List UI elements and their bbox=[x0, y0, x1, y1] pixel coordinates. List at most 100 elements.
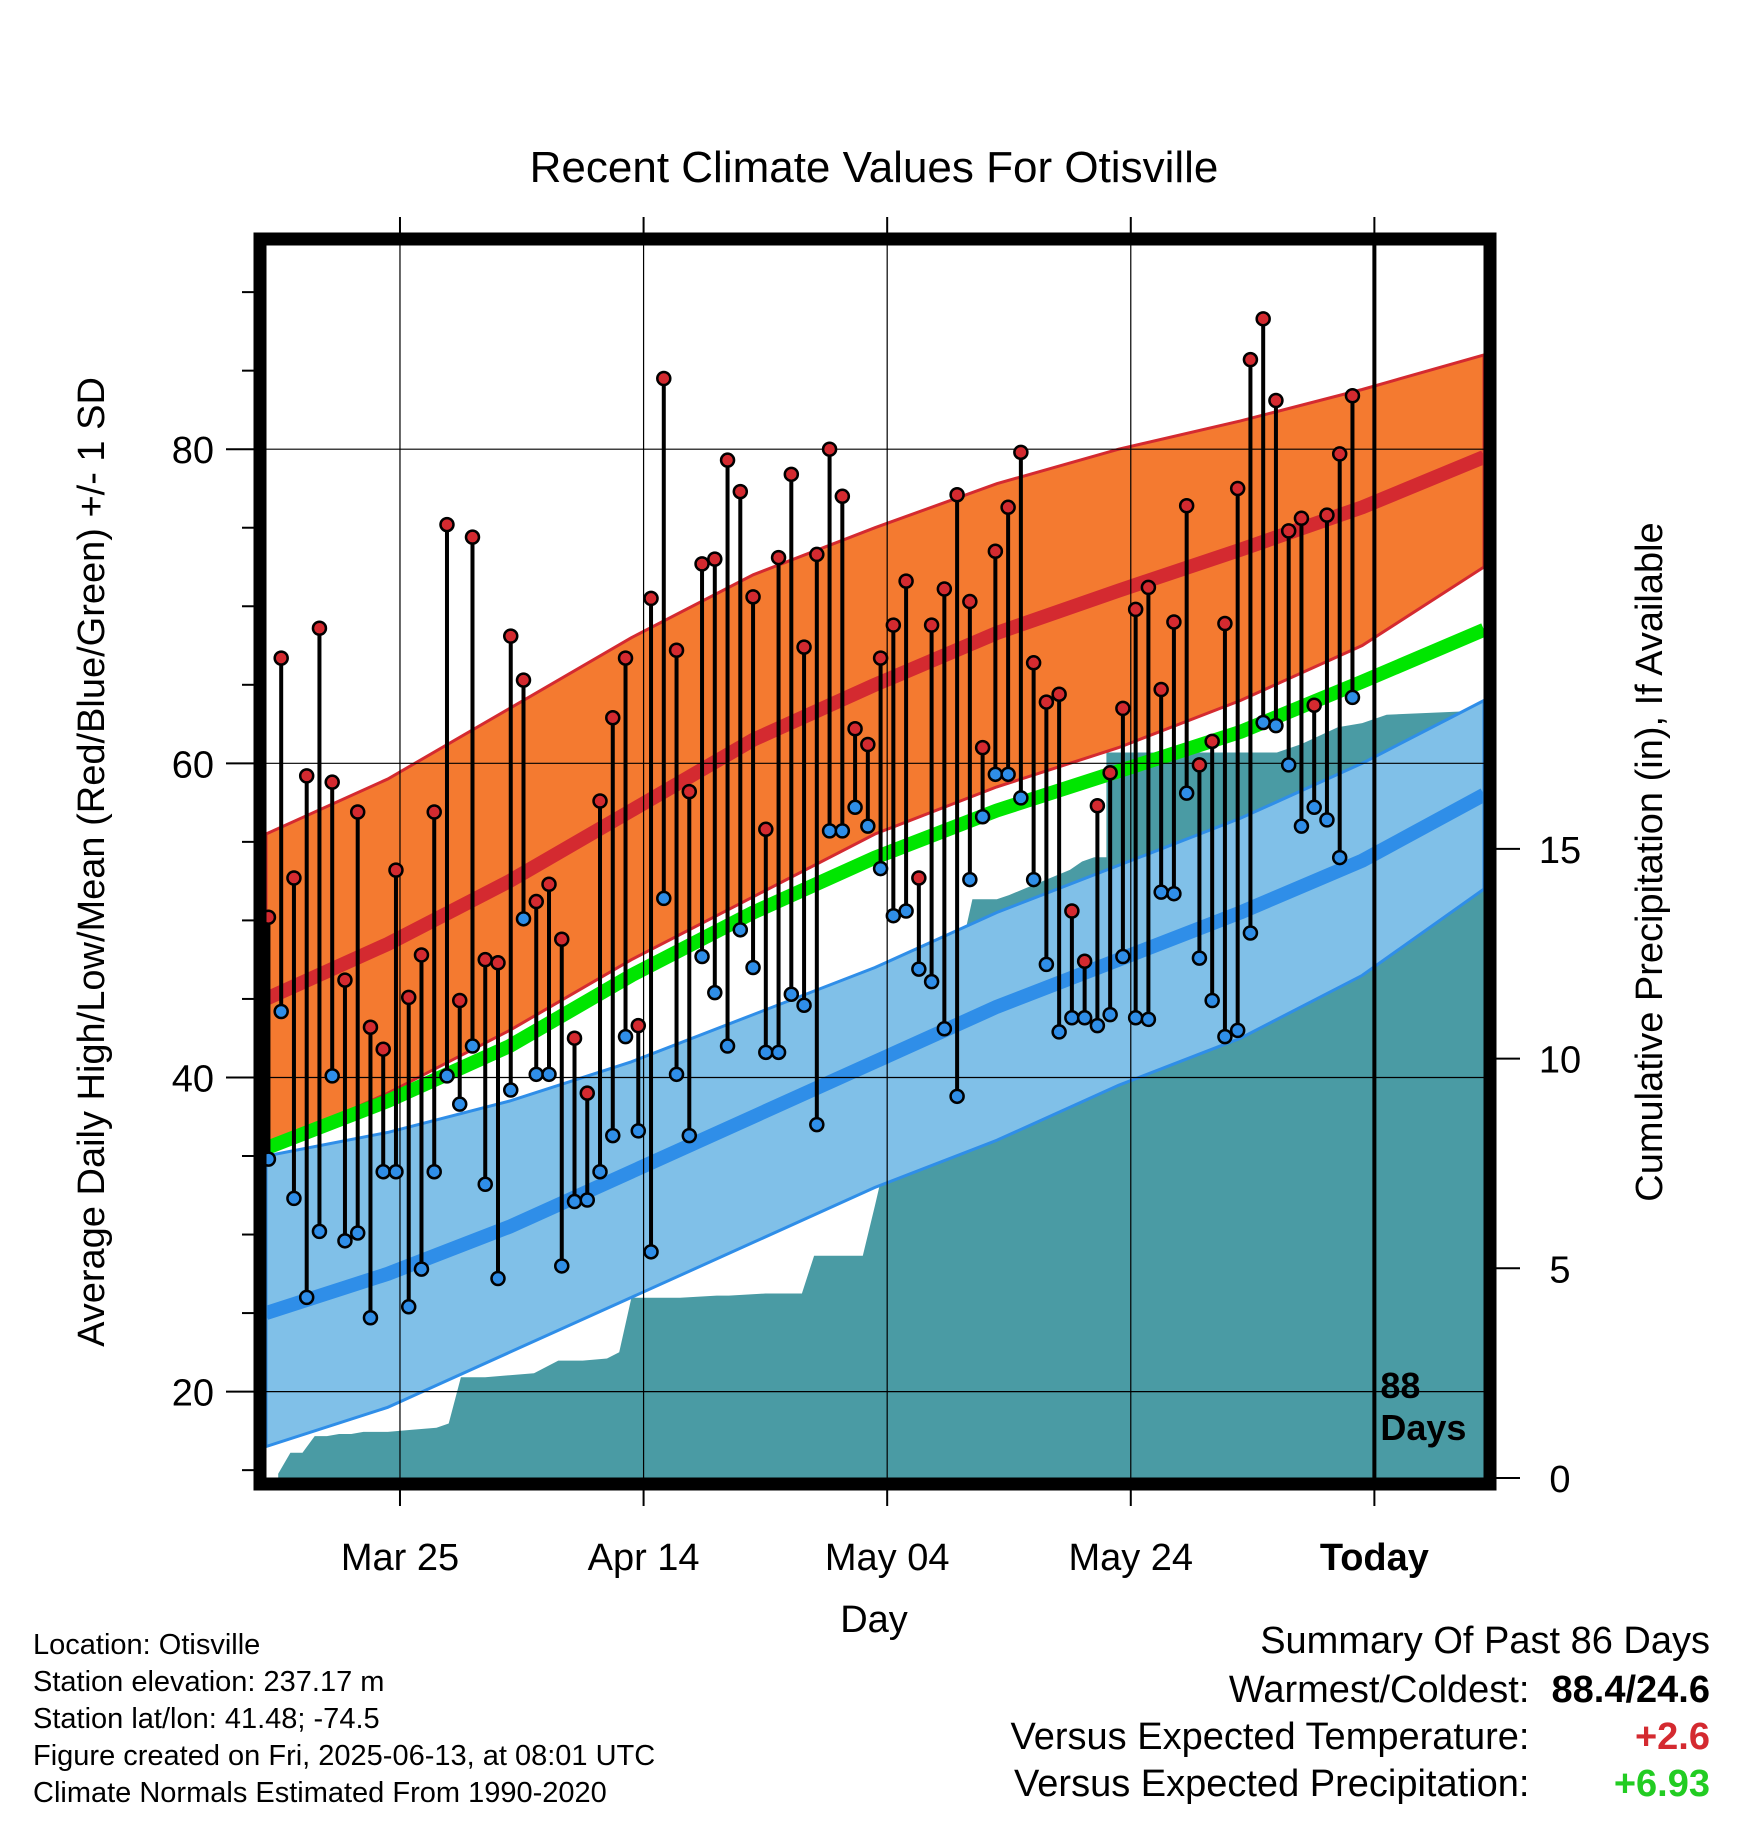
low-point bbox=[732, 922, 749, 938]
high-point bbox=[770, 549, 787, 566]
info-normals: Climate Normals Estimated From 1990-2020 bbox=[33, 1777, 607, 1809]
low-point bbox=[375, 1163, 391, 1180]
low-point bbox=[1319, 812, 1335, 828]
high-point bbox=[1153, 681, 1169, 698]
low-point bbox=[1166, 885, 1182, 902]
low-point bbox=[1153, 884, 1169, 900]
high-point bbox=[719, 452, 736, 468]
low-point bbox=[656, 890, 672, 907]
low-point bbox=[1000, 766, 1016, 783]
low-point bbox=[1076, 1010, 1093, 1026]
low-point bbox=[400, 1299, 417, 1315]
low-point bbox=[987, 766, 1004, 783]
summary-warm-cold: Warmest/Coldest: 88.4/24.6 bbox=[1011, 1669, 1710, 1712]
info-latlon: Station lat/lon: 41.48; -74.5 bbox=[33, 1703, 380, 1735]
high-point bbox=[375, 1041, 391, 1057]
low-point bbox=[1280, 757, 1297, 773]
high-point bbox=[464, 529, 481, 545]
low-point bbox=[719, 1038, 736, 1054]
low-point bbox=[1102, 1006, 1118, 1023]
low-point bbox=[1089, 1017, 1106, 1034]
y-tick-label: 80 bbox=[172, 430, 214, 472]
high-point bbox=[273, 650, 289, 666]
high-point bbox=[949, 486, 965, 503]
low-point bbox=[834, 823, 851, 839]
low-point bbox=[707, 984, 723, 1001]
low-point bbox=[911, 961, 927, 977]
high-point bbox=[923, 617, 940, 633]
high-point bbox=[1089, 797, 1106, 814]
temp-label: Versus Expected Temperature: bbox=[1010, 1716, 1530, 1758]
low-point bbox=[1229, 1022, 1246, 1039]
high-point bbox=[1064, 903, 1080, 919]
low-point bbox=[681, 1127, 698, 1144]
high-point bbox=[885, 617, 902, 633]
temp-value: +2.6 bbox=[1634, 1716, 1710, 1758]
station-info: Location: Otisville Station elevation: 2… bbox=[33, 1627, 655, 1812]
y-axis-label: Average Daily High/Low/Mean (Red/Blue/Gr… bbox=[71, 377, 113, 1347]
x-tick-label: Mar 25 bbox=[341, 1537, 459, 1579]
high-point bbox=[592, 793, 608, 809]
y-tick-label: 20 bbox=[172, 1373, 214, 1415]
high-point bbox=[1255, 311, 1271, 327]
high-point bbox=[349, 804, 366, 820]
high-point bbox=[515, 672, 532, 688]
high-point bbox=[974, 739, 991, 756]
high-point bbox=[847, 721, 863, 737]
low-point bbox=[579, 1192, 596, 1208]
summary-temp: Versus Expected Temperature: +2.6 bbox=[1011, 1716, 1710, 1759]
high-point bbox=[707, 551, 723, 567]
low-point bbox=[885, 907, 902, 924]
low-point bbox=[1064, 1010, 1080, 1026]
low-point bbox=[630, 1123, 647, 1139]
low-point bbox=[796, 997, 812, 1013]
high-point bbox=[834, 488, 851, 505]
high-point bbox=[324, 774, 340, 790]
high-point bbox=[630, 1017, 647, 1034]
high-point bbox=[311, 620, 328, 637]
high-point bbox=[936, 581, 953, 597]
high-point bbox=[362, 1019, 379, 1035]
y2-tick-label: 0 bbox=[1549, 1459, 1570, 1501]
high-point bbox=[337, 972, 353, 988]
low-point bbox=[349, 1225, 366, 1241]
low-point bbox=[426, 1163, 442, 1180]
high-point bbox=[286, 870, 302, 886]
info-elevation: Station elevation: 237.17 m bbox=[33, 1666, 385, 1698]
mean-normal-line bbox=[266, 623, 1484, 1155]
high-point bbox=[1191, 757, 1208, 773]
high-point bbox=[821, 441, 838, 457]
low-point bbox=[528, 1066, 545, 1083]
low-sd-band bbox=[266, 698, 1484, 1449]
low-point bbox=[1191, 950, 1208, 966]
high-point bbox=[1038, 694, 1055, 710]
high-point bbox=[1178, 497, 1195, 514]
low-point bbox=[477, 1176, 493, 1193]
high-point bbox=[1204, 733, 1220, 750]
low-point bbox=[617, 1028, 634, 1045]
high-point bbox=[1166, 614, 1182, 630]
high-point bbox=[732, 483, 749, 500]
low-point bbox=[1331, 849, 1348, 866]
low-point bbox=[872, 860, 889, 877]
high-point bbox=[1127, 601, 1144, 618]
low-point bbox=[962, 871, 978, 888]
high-point bbox=[1000, 499, 1016, 516]
low-point bbox=[1268, 717, 1284, 734]
high-point bbox=[1306, 697, 1322, 713]
low-point bbox=[758, 1044, 774, 1061]
x-tick-label: Today bbox=[1320, 1537, 1429, 1579]
high-point bbox=[1013, 444, 1029, 461]
low-point bbox=[566, 1193, 583, 1210]
x-axis-label: Day bbox=[840, 1599, 908, 1641]
high-point bbox=[745, 589, 761, 605]
low-point bbox=[783, 986, 800, 1002]
low-point bbox=[286, 1190, 302, 1207]
warm-cold-label: Warmest/Coldest: bbox=[1228, 1669, 1530, 1711]
high-point bbox=[502, 628, 519, 644]
summary-precip: Versus Expected Precipitation: +6.93 bbox=[1011, 1763, 1710, 1806]
low-point bbox=[1051, 1024, 1067, 1040]
high-point bbox=[1242, 351, 1259, 368]
info-created: Figure created on Fri, 2025-06-13, at 08… bbox=[33, 1740, 656, 1772]
